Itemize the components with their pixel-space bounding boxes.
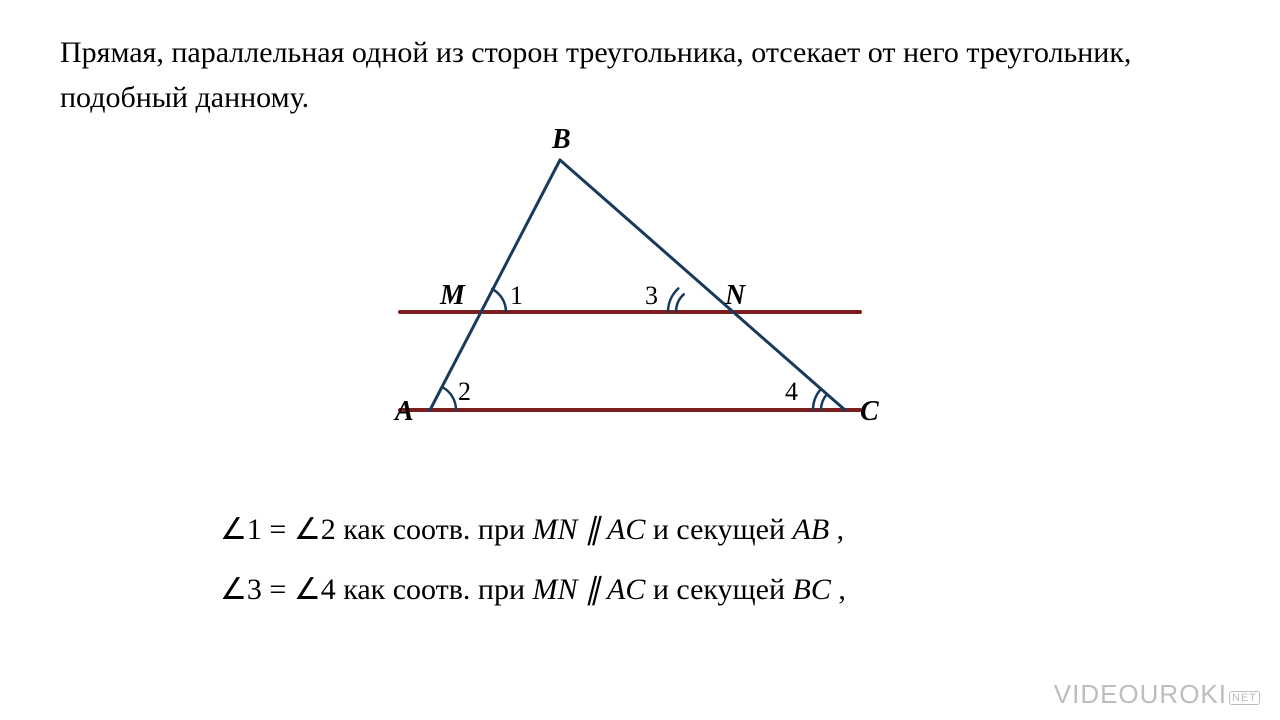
svg-text:C: C bbox=[860, 396, 879, 427]
triangle-diagram: B A C M N 1 2 3 4 bbox=[0, 120, 1280, 470]
math: AB bbox=[793, 513, 830, 546]
theorem-text: Прямая, параллельная одной из сторон тре… bbox=[60, 30, 1220, 120]
math: MN ∥ AC bbox=[533, 513, 646, 546]
text: ∠1 = ∠2 как соотв. при bbox=[220, 513, 533, 546]
svg-text:N: N bbox=[724, 280, 747, 311]
watermark: VIDEOUROKINET bbox=[1054, 679, 1260, 710]
math: MN ∥ AC bbox=[533, 573, 646, 606]
text: ∠3 = ∠4 как соотв. при bbox=[220, 573, 533, 606]
svg-text:B: B bbox=[551, 124, 571, 155]
text: и секущей bbox=[653, 573, 793, 606]
text: , bbox=[837, 513, 845, 546]
text: , bbox=[838, 573, 846, 606]
svg-text:2: 2 bbox=[458, 377, 471, 406]
svg-text:4: 4 bbox=[785, 377, 798, 406]
svg-text:1: 1 bbox=[510, 281, 523, 310]
svg-text:3: 3 bbox=[645, 281, 658, 310]
proof-line-2: ∠3 = ∠4 как соотв. при MN ∥ AC и секущей… bbox=[220, 560, 846, 620]
page: { "theorem_text": "Прямая, параллельная … bbox=[0, 0, 1280, 720]
proof-line-1: ∠1 = ∠2 как соотв. при MN ∥ AC и секущей… bbox=[220, 500, 846, 560]
svg-text:M: M bbox=[439, 280, 466, 311]
text: и секущей bbox=[653, 513, 793, 546]
math: BC bbox=[793, 573, 831, 606]
proof-lines: ∠1 = ∠2 как соотв. при MN ∥ AC и секущей… bbox=[220, 500, 846, 620]
watermark-brand: VIDEOUROKI bbox=[1054, 679, 1227, 709]
svg-text:A: A bbox=[393, 396, 414, 427]
watermark-badge: NET bbox=[1229, 691, 1260, 705]
